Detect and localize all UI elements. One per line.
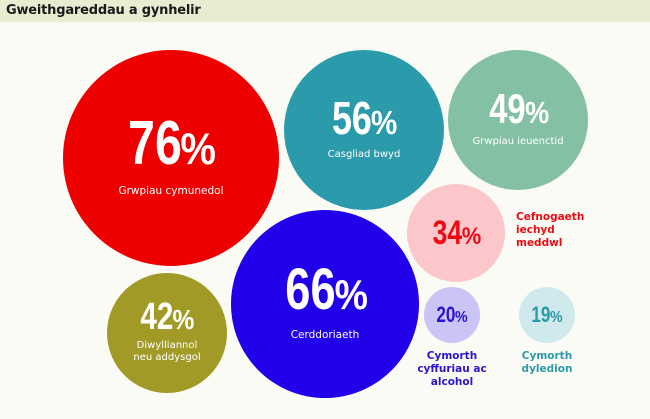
bubble-value: 42% bbox=[140, 296, 195, 338]
bubble-value: 34% bbox=[432, 214, 481, 252]
bubble-label: Grwpiau cymunedol bbox=[118, 184, 224, 197]
bubble-youth-groups: 49% Grwpiau ieuenctid bbox=[448, 50, 588, 190]
bubble-debt: 19% bbox=[519, 287, 575, 343]
bubble-value: 49% bbox=[488, 85, 549, 132]
bubble-mental-health: 34% bbox=[407, 184, 505, 282]
bubble-label: Diwylliannol neu addysgol bbox=[133, 340, 201, 363]
header-bar: Gweithgareddau a gynhelir bbox=[0, 0, 650, 22]
chart-title: Gweithgareddau a gynhelir bbox=[6, 3, 201, 18]
bubble-label: Casgliad bwyd bbox=[327, 149, 401, 160]
label-drug-alcohol: Cymorth cyffuriau ac alcohol bbox=[417, 350, 487, 389]
bubble-label: Grwpiau ieuenctid bbox=[472, 136, 564, 147]
bubble-label: Cerddoriaeth bbox=[290, 328, 360, 341]
bubble-drug-alcohol: 20% bbox=[424, 287, 480, 343]
bubble-community-groups: 76% Grwpiau cymunedol bbox=[63, 50, 279, 266]
bubble-music: 66% Cerddoriaeth bbox=[231, 210, 419, 398]
label-mental-health: Cefnogaeth iechyd meddwl bbox=[516, 211, 585, 250]
label-debt: Cymorth dyledion bbox=[521, 350, 573, 376]
bubble-value: 20% bbox=[436, 302, 469, 327]
bubble-cultural-educational: 42% Diwylliannol neu addysgol bbox=[107, 273, 227, 393]
bubble-value: 66% bbox=[284, 256, 368, 322]
bubble-value: 19% bbox=[531, 302, 564, 327]
bubble-value: 76% bbox=[128, 108, 217, 178]
bubble-food-collection: 56% Casgliad bwyd bbox=[284, 50, 444, 210]
bubble-value: 56% bbox=[332, 92, 398, 144]
